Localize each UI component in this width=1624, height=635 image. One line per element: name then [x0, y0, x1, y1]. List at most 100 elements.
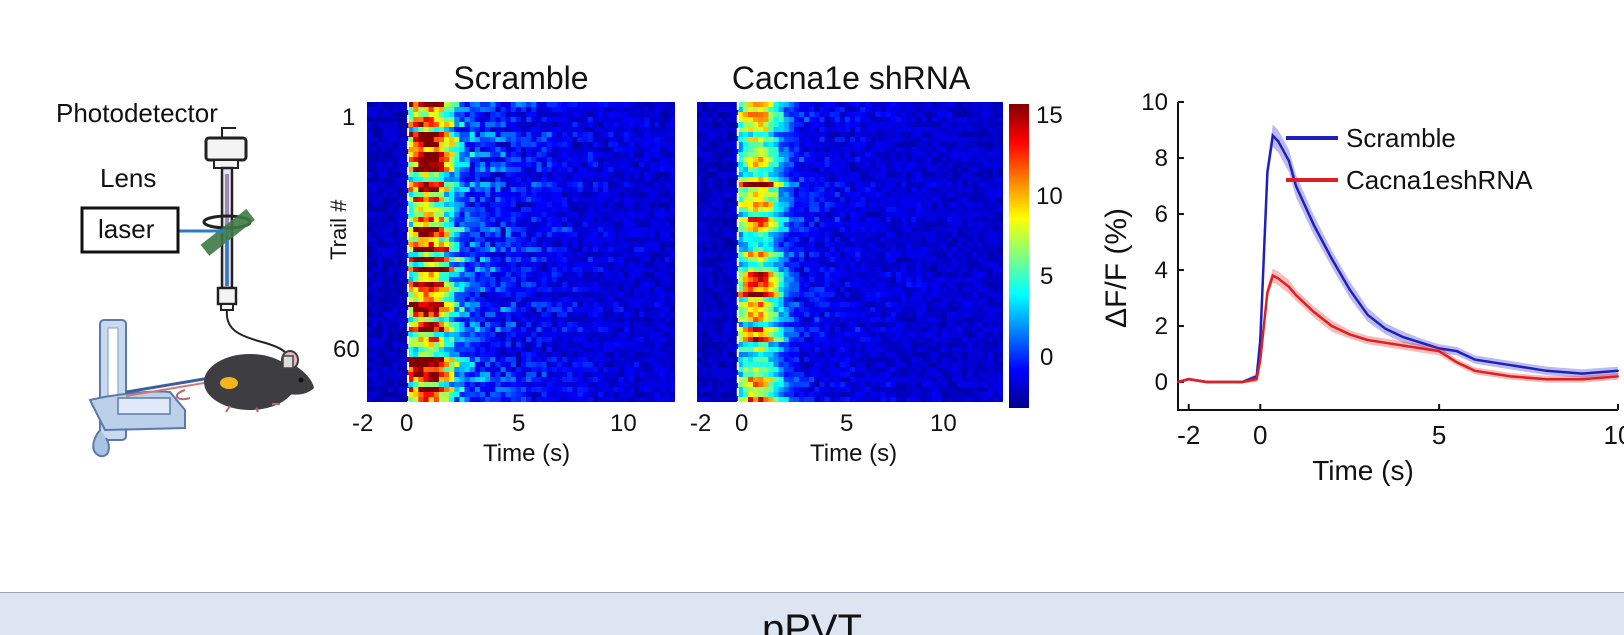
heatmap-cell	[547, 147, 553, 153]
heatmap-cell	[377, 162, 383, 168]
heatmap-cell	[825, 192, 831, 198]
heatmap-cell	[665, 217, 671, 223]
heatmap-cell	[434, 227, 440, 233]
heatmap-cell	[794, 177, 800, 183]
heatmap-cell	[567, 222, 573, 228]
heatmap-cell	[552, 122, 558, 128]
heatmap-cell	[429, 212, 435, 218]
heatmap-cell	[542, 377, 548, 383]
heatmap-cell	[860, 127, 866, 133]
heatmap-cell	[921, 137, 927, 143]
heatmap-cell	[947, 182, 953, 188]
heatmap-cell	[567, 337, 573, 343]
heatmap-cell	[398, 357, 404, 363]
heatmap-cell	[398, 192, 404, 198]
heatmap-cell	[644, 227, 650, 233]
heatmap-cell	[500, 217, 506, 223]
heatmap-cell	[886, 177, 892, 183]
heatmap-cell	[449, 272, 455, 278]
heatmap-cell	[911, 182, 917, 188]
heatmap-cell	[957, 162, 963, 168]
heatmap-cell	[377, 347, 383, 353]
heatmap-cell	[536, 337, 542, 343]
heatmap-cell	[388, 377, 394, 383]
heatmap-cell	[367, 347, 373, 353]
heatmap-cell	[557, 192, 563, 198]
heatmap-cell	[449, 102, 455, 108]
heatmap-cell	[712, 182, 718, 188]
heatmap-cell	[480, 337, 486, 343]
heatmap-cell	[439, 277, 445, 283]
heatmap-cell	[593, 202, 599, 208]
heatmap-cell	[845, 162, 851, 168]
heatmap-cell	[702, 202, 708, 208]
heatmap-cell	[531, 332, 537, 338]
heatmap-cell	[372, 392, 378, 398]
heatmap-cell	[962, 112, 968, 118]
heatmap-cell	[485, 162, 491, 168]
heatmap-cell	[758, 167, 764, 173]
heatmap-cell	[423, 387, 429, 393]
heatmap-cell	[367, 352, 373, 358]
heatmap-cell	[639, 227, 645, 233]
heatmap-cell	[794, 152, 800, 158]
heatmap-cell	[619, 152, 625, 158]
heatmap-cell	[393, 182, 399, 188]
heatmap-cell	[552, 382, 558, 388]
heatmap-cell	[639, 172, 645, 178]
heatmap-cell	[588, 132, 594, 138]
heatmap-cell	[547, 312, 553, 318]
heatmap-cell	[876, 187, 882, 193]
heatmap-cell	[639, 242, 645, 248]
heatmap-cell	[927, 157, 933, 163]
heatmap-cell	[413, 127, 419, 133]
heatmap-cell	[562, 392, 568, 398]
heatmap-cell	[393, 352, 399, 358]
heatmap-cell	[367, 397, 373, 402]
heatmap-cell	[952, 182, 958, 188]
heatmap-cell	[454, 297, 460, 303]
heatmap-cell	[608, 107, 614, 113]
heatmap-cell	[583, 142, 589, 148]
heatmap-cell	[490, 292, 496, 298]
heatmap-cell	[429, 367, 435, 373]
heatmap-cell	[916, 212, 922, 218]
heatmap-cell	[613, 367, 619, 373]
heatmap-cell	[393, 237, 399, 243]
heatmap-cell	[465, 237, 471, 243]
heatmap-cell	[434, 252, 440, 258]
heatmap-cell	[454, 247, 460, 253]
heatmap-cell	[388, 312, 394, 318]
heatmap-cell	[547, 392, 553, 398]
heatmap-cell	[542, 142, 548, 148]
heatmap-cell	[536, 282, 542, 288]
heatmap-cell	[649, 197, 655, 203]
heatmap-cell	[911, 167, 917, 173]
heatmap-cell	[702, 207, 708, 213]
heatmap-cell	[901, 157, 907, 163]
heatmap-cell	[613, 387, 619, 393]
heatmap-cell	[567, 252, 573, 258]
heatmap-cell	[665, 377, 671, 383]
heatmap-cell	[588, 227, 594, 233]
heatmap-cell	[967, 187, 973, 193]
heatmap-cell	[567, 117, 573, 123]
heatmap-cell	[454, 107, 460, 113]
heatmap-cell	[367, 122, 373, 128]
heatmap-cell	[608, 237, 614, 243]
heatmap-cell	[500, 377, 506, 383]
heatmap-cell	[388, 292, 394, 298]
heatmap-cell	[654, 297, 660, 303]
heatmap-cell	[804, 207, 810, 213]
heatmap-cell	[634, 322, 640, 328]
heatmap-cell	[490, 172, 496, 178]
heatmap-cell	[470, 162, 476, 168]
heatmap-cell	[896, 212, 902, 218]
heatmap-cell	[624, 357, 630, 363]
heatmap-cell	[644, 207, 650, 213]
heatmap-cell	[763, 127, 769, 133]
heatmap-cell	[670, 217, 675, 223]
heatmap-cell	[993, 197, 999, 203]
heatmap-cell	[588, 317, 594, 323]
heatmap-cell	[840, 137, 846, 143]
